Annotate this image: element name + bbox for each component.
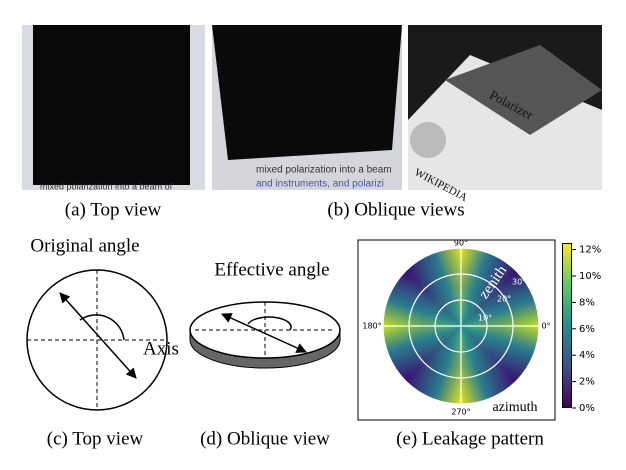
angle-label: 270° [451, 408, 470, 417]
ring-label: 20° [497, 295, 511, 304]
caption: (a) Top view [65, 199, 162, 220]
colorbar-tick-label: 0% [579, 403, 595, 414]
diagram-label: Effective angle [214, 259, 329, 280]
caption: (e) Leakage pattern [396, 428, 544, 449]
diagram-d [189, 301, 341, 369]
colorbar-tick-label: 4% [579, 350, 595, 361]
angle-label: 0° [541, 322, 550, 331]
photo-c: Polarizer WIKIPEDIA [408, 25, 602, 204]
angle-label: 90° [454, 239, 468, 248]
colorbar-tick-label: 6% [579, 324, 595, 335]
diagram-c [26, 269, 168, 411]
caption: (c) Top view [47, 428, 144, 449]
photo-text: and instruments, and polarizi [256, 179, 384, 190]
axis-label: azimuth [492, 400, 537, 415]
colorbar-tick-label: 10% [579, 271, 601, 282]
ring-label: 30° [512, 278, 526, 287]
photo-text: mixed polarization into a beam [256, 165, 392, 176]
photo-text: mixed polarization into a beam of [40, 181, 173, 191]
polar-grid [357, 239, 556, 421]
caption: (d) Oblique view [200, 428, 330, 449]
angle-label: 180° [362, 322, 381, 331]
diagram-label: Axis [143, 338, 179, 359]
colorbar-tick-label: 12% [579, 245, 601, 256]
colorbar-tick-label: 8% [579, 297, 595, 308]
colorbar [562, 243, 572, 408]
photo-a: mixed polarization into a beam of [22, 25, 205, 191]
caption: (b) Oblique views [327, 199, 464, 220]
ring-label: 10° [478, 314, 492, 323]
diagram-label: Original angle [30, 235, 139, 256]
colorbar-tick-label: 2% [579, 377, 595, 388]
photo-b: mixed polarization into a beam and instr… [212, 25, 402, 190]
